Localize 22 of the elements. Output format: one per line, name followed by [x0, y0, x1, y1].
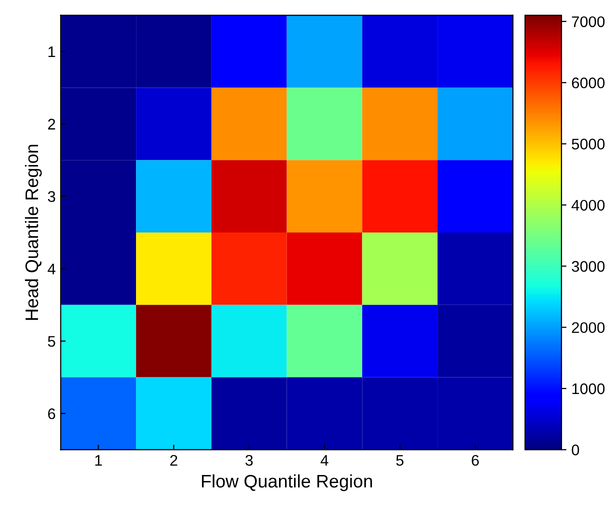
x-tick-label: 2 [170, 454, 178, 466]
color-bar-label: 7000 [572, 16, 605, 28]
color-bar-label: 3000 [572, 261, 605, 272]
x-tick-label: 3 [245, 454, 253, 466]
x-tick-label: 1 [95, 455, 102, 466]
color-bar-label: 0 [572, 444, 580, 456]
color-bar-label: 1000 [572, 383, 605, 394]
y-tick-label: 3 [48, 191, 56, 202]
color-bar-label: 6000 [572, 77, 605, 88]
color-bar-label: 5000 [572, 138, 605, 150]
x-tick-label: 6 [472, 454, 479, 466]
y-tick-label: 2 [48, 118, 56, 130]
y-tick-label: 5 [48, 336, 56, 347]
x-axis-title: Flow Quantile Region [202, 474, 372, 492]
y-tick-label: 4 [48, 264, 56, 274]
y-tick-label: 6 [48, 408, 56, 420]
color-bar-label: 4000 [572, 200, 605, 211]
y-tick-label: 1 [48, 46, 56, 58]
y-axis-title: Head Quantile Region [24, 144, 42, 320]
x-tick-label: 4 [320, 455, 328, 466]
x-tick-label: 5 [396, 455, 404, 466]
color-bar-label: 2000 [572, 322, 605, 334]
